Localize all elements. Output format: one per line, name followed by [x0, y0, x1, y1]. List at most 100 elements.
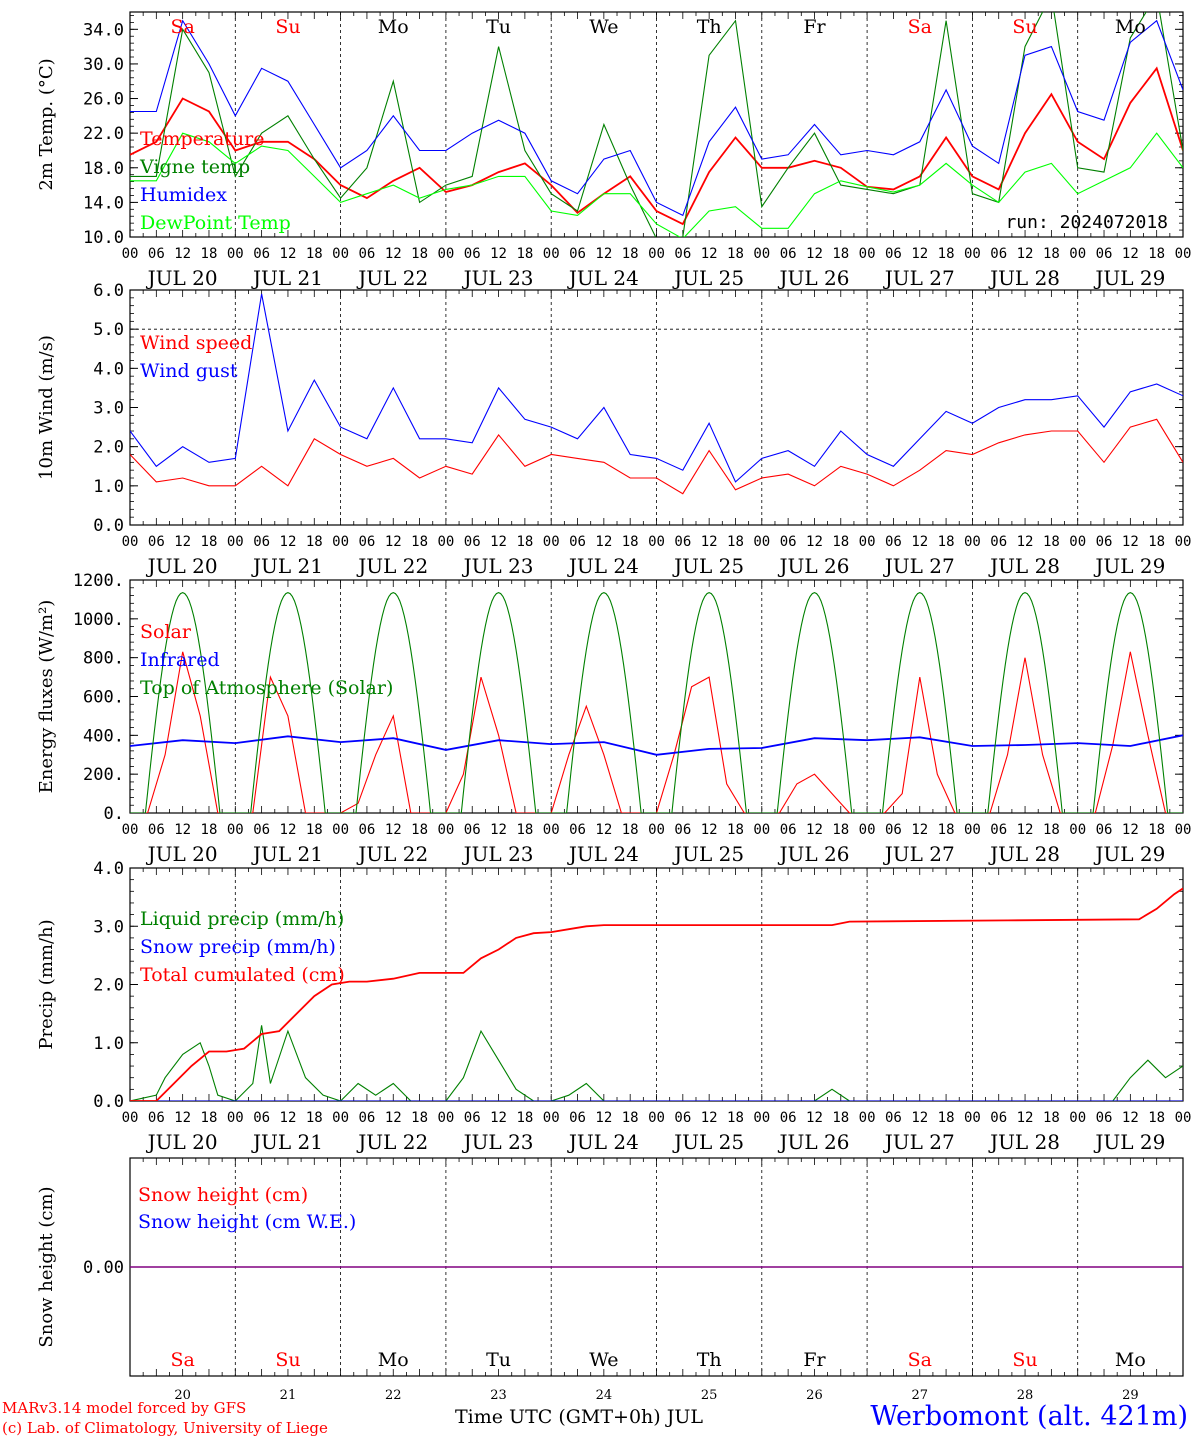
weekday-label: We [589, 1349, 618, 1371]
x-tick-label: 00 [964, 246, 981, 262]
x-tick-label: 12 [701, 1110, 718, 1126]
date-label: JUL 24 [567, 842, 639, 866]
y-tick-label: 600. [83, 688, 124, 708]
x-tick-label: 00 [1175, 246, 1192, 262]
x-tick-label: 18 [516, 822, 533, 838]
x-tick-label: 18 [201, 534, 218, 550]
x-tick-label: 06 [990, 822, 1007, 838]
x-tick-label: 06 [464, 822, 481, 838]
x-tick-label: 00 [332, 246, 349, 262]
x-tick-label: 06 [253, 822, 270, 838]
x-tick-label: 06 [885, 1110, 902, 1126]
x-tick-label: 12 [280, 1110, 297, 1126]
x-tick-label: 00 [122, 822, 139, 838]
day-number: 25 [701, 1388, 718, 1403]
legend-entry: Infrared [140, 649, 220, 671]
x-tick-label: 18 [832, 822, 849, 838]
y-tick-label: 1000. [73, 610, 124, 630]
legend-entry: Snow precip (mm/h) [140, 936, 336, 958]
y-tick-label: 0. [104, 804, 124, 824]
y-tick-label: 3.0 [93, 917, 124, 937]
x-tick-label: 12 [1017, 534, 1034, 550]
x-tick-label: 12 [911, 822, 928, 838]
x-tick-label: 12 [595, 822, 612, 838]
weekday-label: Su [275, 1349, 300, 1371]
x-tick-label: 18 [306, 246, 323, 262]
x-tick-label: 12 [1017, 1110, 1034, 1126]
x-tick-label: 00 [227, 822, 244, 838]
x-tick-label: 06 [569, 246, 586, 262]
legend-entry: Humidex [140, 184, 227, 206]
x-tick-label: 18 [832, 534, 849, 550]
date-label: JUL 27 [883, 554, 955, 578]
date-label: JUL 23 [462, 554, 534, 578]
date-label: JUL 25 [672, 1130, 744, 1154]
x-tick-label: 06 [569, 1110, 586, 1126]
x-tick-label: 06 [148, 1110, 165, 1126]
legend-entry: Snow height (cm W.E.) [138, 1211, 356, 1233]
series-line-wind-speed [130, 418, 1183, 495]
weekday-label: Su [275, 16, 300, 38]
x-tick-label: 18 [622, 822, 639, 838]
x-tick-label: 18 [727, 534, 744, 550]
x-tick-label: 12 [280, 534, 297, 550]
series-line-infrared [130, 734, 1183, 756]
series-line-vigne-temp [130, 12, 1183, 237]
x-tick-label: 18 [622, 246, 639, 262]
x-tick-label: 18 [201, 246, 218, 262]
series-line-humidex [130, 19, 1183, 217]
legend-entry: Vigne temp [139, 156, 250, 178]
x-tick-label: 18 [1148, 822, 1165, 838]
x-tick-label: 06 [148, 822, 165, 838]
y-tick-label: 1.0 [93, 1034, 124, 1054]
credit-line-2: (c) Lab. of Climatology, University of L… [2, 1419, 328, 1437]
x-tick-label: 00 [122, 1110, 139, 1126]
x-tick-label: 06 [358, 1110, 375, 1126]
y-tick-label: 3.0 [93, 399, 124, 419]
date-label: JUL 27 [883, 1130, 955, 1154]
x-tick-label: 18 [1043, 822, 1060, 838]
y-tick-label: 30.0 [83, 55, 124, 75]
legend-entry: Snow height (cm) [138, 1184, 308, 1206]
x-tick-label: 06 [885, 822, 902, 838]
weekday-label: Tu [486, 1349, 511, 1371]
x-tick-label: 12 [595, 534, 612, 550]
weekday-label: Mo [1115, 1349, 1146, 1371]
x-tick-label: 00 [859, 246, 876, 262]
x-tick-label: 00 [122, 534, 139, 550]
weekday-label: Th [697, 16, 722, 38]
y-tick-label: 0.00 [83, 1258, 124, 1278]
x-tick-label: 18 [201, 822, 218, 838]
x-tick-label: 12 [385, 534, 402, 550]
date-label: JUL 22 [356, 266, 428, 290]
x-tick-label: 18 [938, 534, 955, 550]
x-tick-label: 00 [648, 246, 665, 262]
x-tick-label: 18 [306, 822, 323, 838]
series-line-wind-gust [130, 293, 1183, 483]
x-tick-label: 00 [1175, 1110, 1192, 1126]
legend-entry: Top of Atmosphere (Solar) [140, 677, 393, 699]
x-tick-label: 12 [174, 246, 191, 262]
day-number: 29 [1122, 1388, 1139, 1403]
x-tick-label: 00 [543, 246, 560, 262]
x-tick-label: 12 [911, 534, 928, 550]
y-axis-label: 10m Wind (m/s) [36, 335, 57, 480]
y-tick-label: 1.0 [93, 477, 124, 497]
date-label: JUL 29 [1093, 554, 1165, 578]
date-label: JUL 21 [251, 1130, 323, 1154]
x-tick-label: 06 [253, 246, 270, 262]
x-tick-label: 06 [885, 534, 902, 550]
x-tick-label: 12 [1122, 534, 1139, 550]
date-label: JUL 21 [251, 842, 323, 866]
x-tick-label: 06 [1096, 822, 1113, 838]
x-tick-label: 06 [674, 822, 691, 838]
weekday-label: Fr [803, 16, 826, 38]
x-tick-label: 00 [648, 1110, 665, 1126]
x-tick-label: 00 [1069, 534, 1086, 550]
weekday-label: Mo [1115, 16, 1146, 38]
y-tick-label: 1200. [73, 571, 124, 591]
x-tick-label: 06 [569, 534, 586, 550]
y-tick-label: 14.0 [83, 193, 124, 213]
y-tick-label: 4.0 [93, 359, 124, 379]
